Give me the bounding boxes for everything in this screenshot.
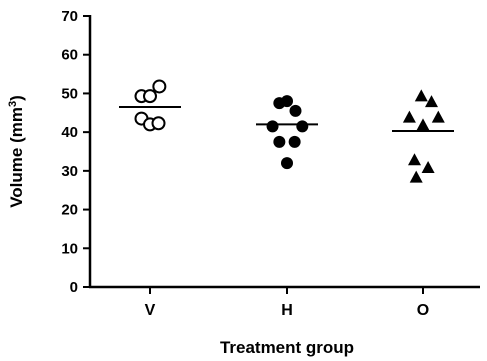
- data-point: [289, 104, 302, 117]
- y-tick-label: 20: [61, 202, 78, 219]
- y-axis-title-suffix: ): [7, 95, 26, 101]
- y-tick-label: 70: [61, 8, 78, 25]
- data-point: [402, 110, 416, 123]
- data-point: [409, 170, 423, 183]
- y-axis-ticks: 0 10 20 30 40 50 60 70: [61, 8, 90, 296]
- series-h: [266, 95, 309, 170]
- y-axis-title: Volume (mm3): [7, 95, 26, 208]
- data-point: [143, 89, 157, 104]
- x-tick-label-v: V: [145, 302, 156, 319]
- y-tick-label: 60: [61, 47, 78, 64]
- data-point: [266, 120, 279, 133]
- y-axis-title-superscript: 3: [7, 101, 19, 107]
- data-point: [425, 95, 438, 108]
- y-tick-label: 40: [61, 124, 78, 141]
- data-point: [416, 118, 430, 131]
- data-points: [134, 79, 445, 183]
- y-tick-label: 0: [70, 279, 78, 296]
- data-point: [296, 120, 309, 133]
- mean-lines: [119, 105, 454, 132]
- series-v: [134, 79, 167, 132]
- x-tick-label-h: H: [281, 302, 293, 319]
- y-tick-label: 10: [61, 240, 78, 257]
- data-point: [408, 153, 421, 166]
- series-o: [402, 89, 445, 183]
- data-point: [152, 79, 167, 94]
- data-point: [431, 110, 445, 123]
- data-point: [273, 135, 286, 148]
- y-tick-label: 50: [61, 85, 78, 102]
- data-point: [151, 116, 166, 131]
- data-point: [288, 135, 301, 148]
- data-point: [281, 95, 293, 108]
- x-axis-title: Treatment group: [220, 338, 354, 357]
- data-point: [414, 89, 428, 102]
- data-point: [281, 157, 293, 170]
- x-tick-label-o: O: [417, 302, 429, 319]
- y-tick-label: 30: [61, 163, 78, 180]
- y-axis-title-main: Volume (mm: [7, 107, 26, 208]
- data-point: [421, 160, 435, 173]
